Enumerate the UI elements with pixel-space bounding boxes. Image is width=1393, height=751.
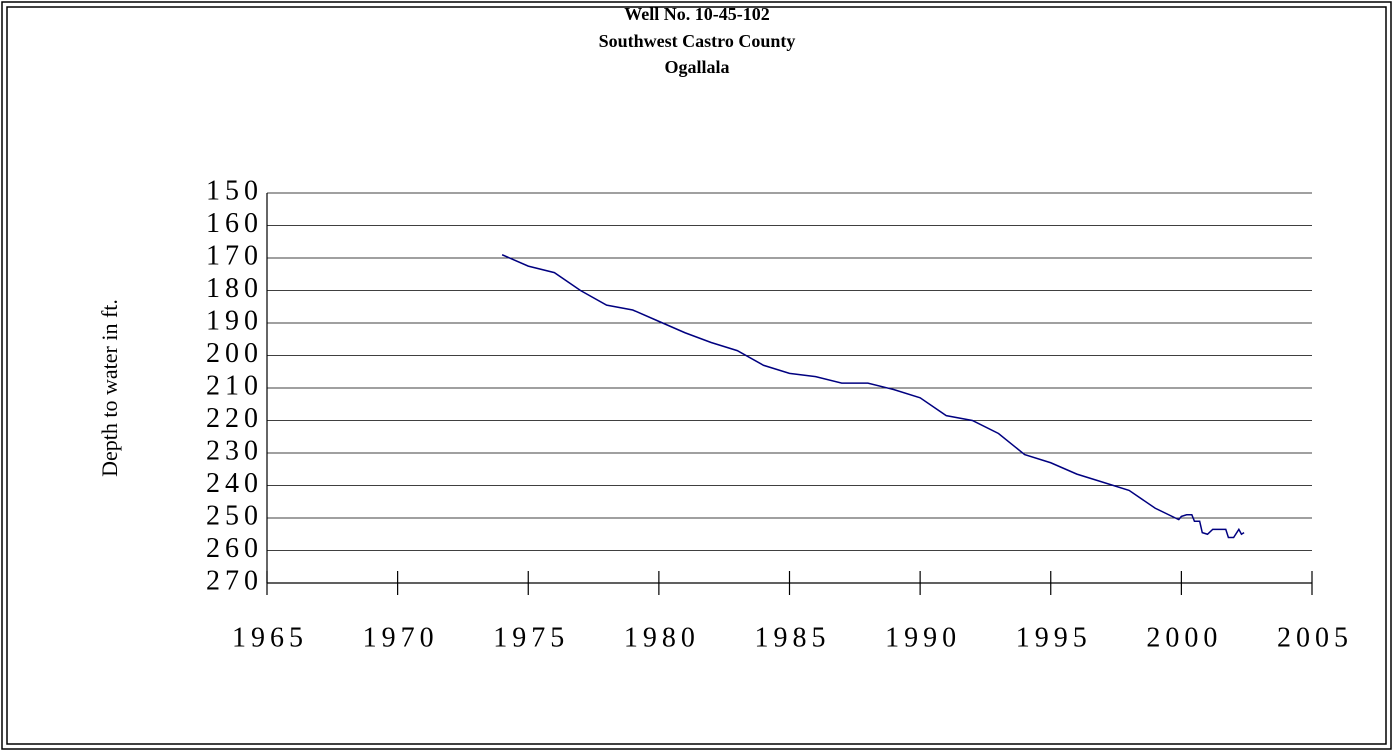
- inner-border: [6, 6, 1387, 745]
- y-tick-label: 200: [206, 338, 263, 369]
- chart-subtitle: Southwest Castro County: [599, 31, 796, 51]
- y-tick-label: 260: [206, 533, 263, 564]
- x-tick-label: 2005: [1277, 622, 1353, 653]
- x-tick-label: 1980: [624, 622, 700, 653]
- y-tick-label: 220: [206, 403, 263, 434]
- x-tick-label: 2000: [1146, 622, 1222, 653]
- y-tick-label: 160: [206, 208, 263, 239]
- y-tick-label: 190: [206, 305, 263, 336]
- data-line: [501, 254, 1245, 539]
- y-tick-label: 150: [206, 175, 263, 206]
- x-tick-label: 1970: [363, 622, 439, 653]
- chart-subtitle: Ogallala: [664, 57, 729, 77]
- y-tick-label: 270: [206, 565, 263, 596]
- x-tick-label: 1985: [755, 622, 831, 653]
- y-tick-label: 170: [206, 240, 263, 271]
- y-tick-label: 210: [206, 370, 263, 401]
- x-tick-label: 1990: [885, 622, 961, 653]
- y-axis-label: Depth to water in ft.: [97, 299, 122, 477]
- y-tick-label: 240: [206, 468, 263, 499]
- y-tick-label: 180: [206, 273, 263, 304]
- x-tick-label: 1965: [232, 622, 308, 653]
- y-tick-label: 230: [206, 435, 263, 466]
- y-tick-label: 250: [206, 500, 263, 531]
- chart-title: Well No. 10-45-102: [624, 4, 770, 24]
- x-tick-label: 1995: [1016, 622, 1092, 653]
- x-tick-label: 1975: [493, 622, 569, 653]
